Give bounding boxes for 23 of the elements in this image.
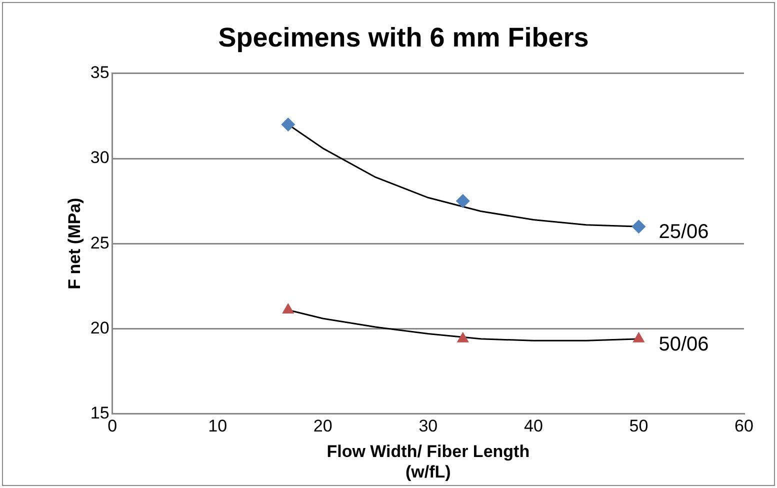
point — [456, 194, 470, 208]
point — [281, 117, 296, 132]
point — [456, 332, 469, 342]
point — [282, 302, 294, 314]
x-tick-label: 10 — [208, 416, 228, 436]
chart-title: Specimens with 6 mm Fibers — [218, 22, 589, 53]
x-tick-label: 60 — [734, 416, 754, 436]
x-tick-label: 20 — [313, 416, 332, 436]
x-tick-label: 0 — [108, 416, 118, 436]
x-tick-label: 40 — [524, 416, 543, 436]
y-tick-label: 30 — [90, 148, 110, 168]
x-tick-label: 50 — [629, 416, 648, 436]
x-axis-title: Flow Width/ Fiber Length (w/fL) — [326, 442, 530, 482]
point — [632, 332, 645, 342]
x-tick-label: 30 — [418, 416, 438, 436]
y-tick-label: 35 — [90, 63, 110, 82]
y-tick-label: 25 — [90, 233, 110, 252]
point — [632, 220, 646, 234]
series-label: 25/06 — [658, 221, 709, 244]
y-axis-title: F net (MPa) — [64, 198, 84, 290]
y-tick-label: 20 — [90, 318, 110, 338]
y-tick-label: 15 — [90, 403, 110, 422]
series-label: 50/06 — [658, 333, 709, 356]
